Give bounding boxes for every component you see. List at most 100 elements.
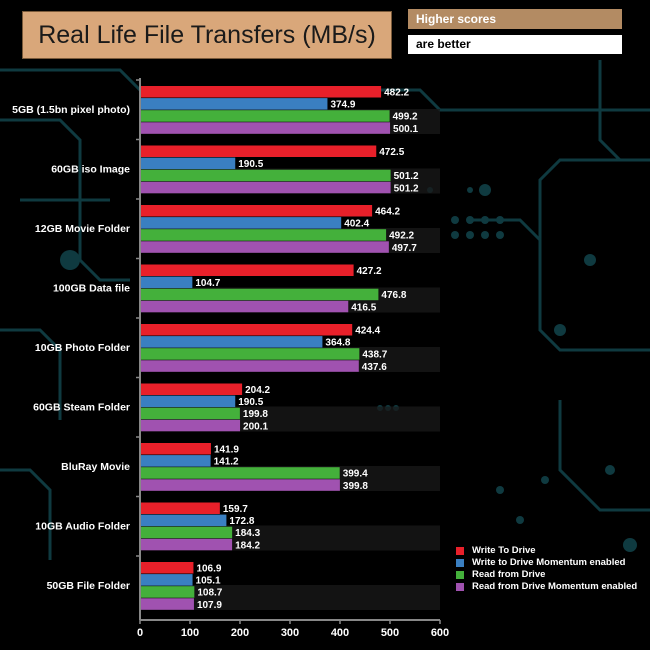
circuit-node-9 [554,324,566,336]
data-label-8-0: 106.9 [196,564,221,575]
bar-0-1 [140,98,328,110]
legend-item-read: Read from Drive [456,569,646,581]
bar-8-0 [140,562,194,574]
bar-1-1 [140,157,236,170]
data-label-3-0: 427.2 [357,266,382,277]
x-tick-label-3: 300 [281,627,299,639]
circuit-node-7 [496,231,504,239]
data-label-7-3: 184.2 [235,540,260,551]
data-label-2-3: 497.7 [392,243,417,254]
data-label-7-2: 184.3 [235,528,260,539]
data-label-1-0: 472.5 [379,147,404,158]
legend-label-read: Read from Drive [472,569,546,580]
bar-8-1 [140,574,193,586]
legend-swatch-read-momentum [456,583,464,591]
data-label-0-3: 500.1 [393,124,418,135]
bar-8-2 [140,586,195,598]
x-tick-label-0: 0 [137,627,143,639]
circuit-node-6 [481,231,489,239]
bar-4-2 [140,348,360,360]
data-label-1-1: 190.5 [238,159,263,170]
circuit-node-12 [496,486,504,494]
circuit-node-0 [451,216,459,224]
circuit-trace-2 [538,158,650,352]
data-label-1-2: 501.2 [394,171,419,182]
bar-1-3 [140,181,391,194]
data-label-2-0: 464.2 [375,207,400,218]
data-label-0-1: 374.9 [330,100,355,111]
category-label-3: 100GB Data file [53,283,130,295]
chart-title: Real Life File Transfers (MB/s) [22,11,392,59]
circuit-node-17 [467,187,473,193]
data-label-6-1: 141.2 [214,457,239,468]
data-label-1-3: 501.2 [394,183,419,194]
data-label-5-0: 204.2 [245,385,270,396]
bar-7-0 [140,502,220,514]
bar-3-1 [140,276,193,289]
data-label-3-2: 476.8 [381,290,406,301]
circuit-node-4 [451,231,459,239]
legend-label-write: Write To Drive [472,545,536,556]
bar-6-1 [140,455,211,467]
circuit-background [0,60,650,560]
circuit-trace-3 [0,328,62,420]
data-label-6-2: 399.4 [343,469,368,480]
x-tick-label-4: 400 [331,627,349,639]
bar-0-3 [140,122,391,134]
bar-2-2 [140,229,387,241]
bar-6-3 [140,479,340,491]
axes: 0 100 200 300 400 500 600 [136,78,449,639]
category-label-2: 12GB Movie Folder [35,223,130,235]
data-label-3-1: 104.7 [195,278,220,289]
circuit-node-3 [496,216,504,224]
legend-item-read-momentum: Read from Drive Momentum enabled [456,581,646,593]
legend-label-read-momentum: Read from Drive Momentum enabled [472,581,638,592]
x-tick-label-1: 100 [181,627,199,639]
x-tick-label-6: 600 [431,627,449,639]
category-label-5: 60GB Steam Folder [33,402,130,414]
bar-4-1 [140,336,323,348]
data-label-7-0: 159.7 [223,504,248,515]
circuit-node-18 [479,184,491,196]
legend-label-write-momentum: Write to Drive Momentum enabled [472,557,626,568]
data-label-5-3: 200.1 [243,421,268,432]
bar-4-0 [140,324,353,336]
bar-3-2 [140,288,379,301]
circuit-trace-5 [558,400,650,512]
bar-4-3 [140,360,359,372]
bar-3-3 [140,300,349,313]
circuit-trace-7 [598,60,650,162]
bar-2-0 [140,205,373,217]
data-label-6-0: 141.9 [214,445,239,456]
bar-0-0 [140,86,382,98]
circuit-node-10 [605,465,615,475]
data-label-8-1: 105.1 [196,576,221,587]
data-label-0-2: 499.2 [393,112,418,123]
data-label-7-1: 172.8 [229,516,254,527]
note-higher-scores: Higher scores [408,9,622,29]
bar-5-3 [140,419,241,432]
data-label-3-3: 416.5 [351,302,376,313]
circuit-node-14 [541,476,549,484]
category-label-8: 50GB File Folder [47,580,130,592]
circuit-node-15 [60,250,80,270]
circuit-trace-4 [0,468,52,560]
bar-7-2 [140,526,233,539]
circuit-node-13 [516,516,524,524]
circuit-node-2 [481,216,489,224]
data-label-4-3: 437.6 [362,362,387,373]
bar-2-3 [140,241,389,253]
circuit-node-5 [466,231,474,239]
legend-item-write: Write To Drive [456,545,646,557]
bar-6-2 [140,467,340,479]
data-label-0-0: 482.2 [384,88,409,99]
data-label-2-1: 402.4 [344,219,369,230]
category-label-0: 5GB (1.5bn pixel photo) [12,104,130,116]
category-label-1: 60GB iso Image [51,164,130,176]
legend-swatch-write-momentum [456,559,464,567]
bar-8-3 [140,598,194,610]
circuit-trace-6 [470,218,542,242]
